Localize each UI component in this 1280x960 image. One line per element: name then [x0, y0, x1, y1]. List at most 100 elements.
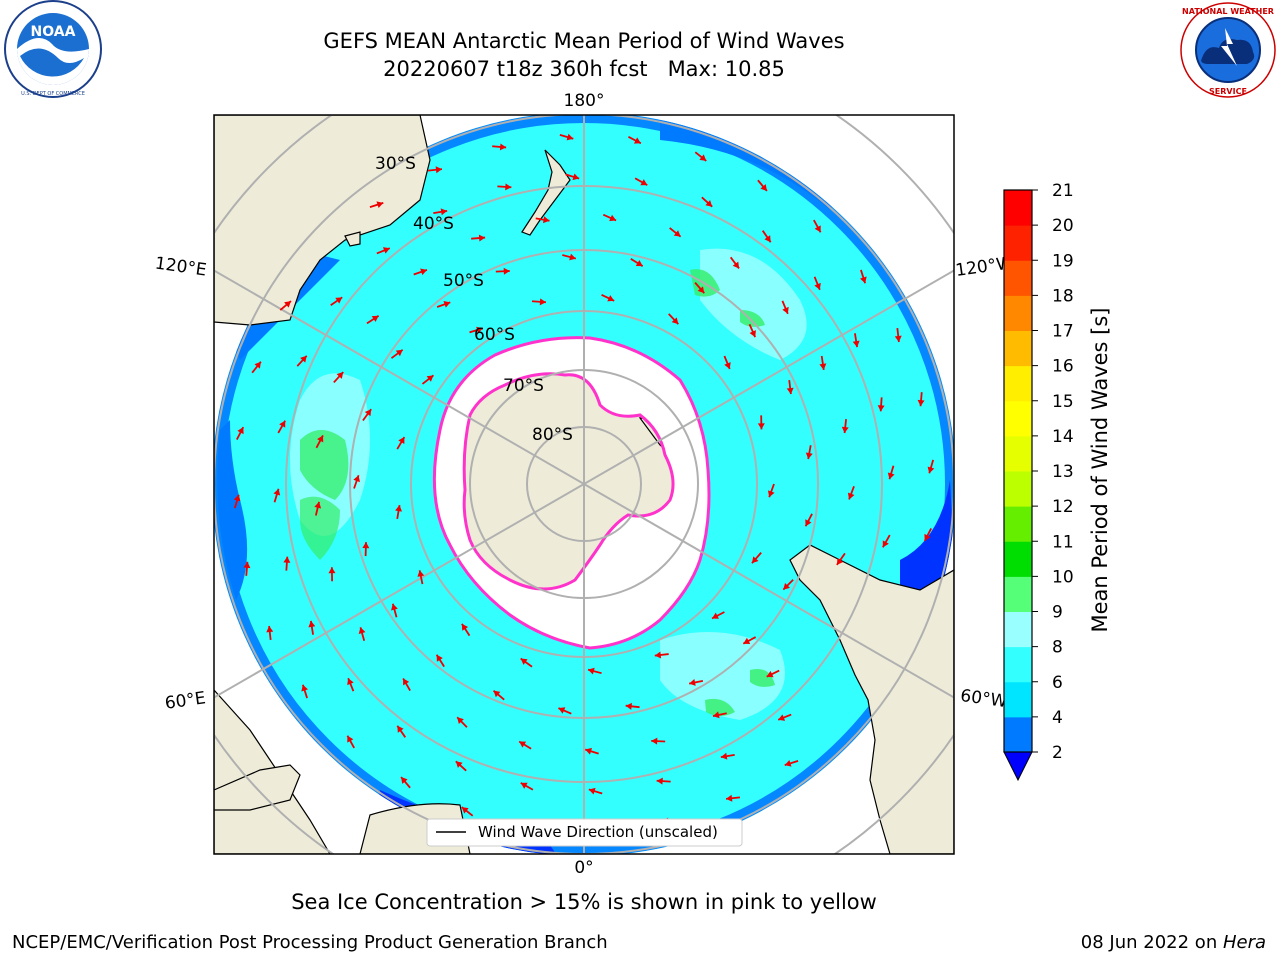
wind-wave-arrowhead: [767, 490, 775, 498]
wind-wave-arrowhead: [301, 684, 309, 692]
wind-wave-arrowhead: [376, 201, 384, 209]
wind-wave-arrowhead: [720, 752, 728, 760]
colorbar-tick-label: 13: [1052, 462, 1074, 482]
chart-title: GEFS MEAN Antarctic Mean Period of Wind …: [323, 29, 845, 53]
legend-label: Wind Wave Direction (unscaled): [478, 823, 718, 841]
wind-wave-arrowhead: [894, 335, 902, 342]
wind-wave-arrowhead: [539, 298, 546, 306]
wind-wave-arrowhead: [347, 678, 354, 686]
colorbar-tick-label: 19: [1052, 251, 1074, 271]
colorbar-tick-label: 9: [1052, 603, 1063, 623]
wind-wave-arrowhead: [397, 725, 404, 733]
wind-wave-arrowhead: [814, 225, 821, 233]
wind-wave-arrowhead: [588, 787, 596, 795]
wind-wave-arrowhead: [640, 179, 648, 186]
wind-wave-arrowhead: [266, 626, 274, 633]
colorbar-segment: [1004, 225, 1032, 261]
wind-wave-arrowhead: [279, 420, 286, 428]
colorbar-segment: [1004, 506, 1032, 542]
wind-wave-arrowhead: [558, 707, 566, 714]
colorbar-tick-label: 6: [1052, 673, 1063, 693]
wind-wave-arrowhead: [314, 501, 322, 509]
wind-wave-arrowhead: [671, 317, 679, 325]
wind-wave-arrowhead: [476, 326, 483, 334]
noaa-logo-text: NOAA: [31, 24, 76, 40]
wind-wave-arrowhead: [841, 426, 849, 434]
wind-wave-arrowhead: [420, 268, 427, 276]
wind-wave-arrowhead: [371, 315, 379, 322]
colorbar-title: Mean Period of Wind Waves [s]: [1088, 308, 1112, 633]
wind-wave-arrowhead: [751, 556, 759, 564]
wind-wave-arrowhead: [877, 405, 885, 412]
wind-wave-arrowhead: [503, 267, 510, 275]
lat-label-30s: 30°S: [375, 154, 416, 174]
colorbar-segment: [1004, 260, 1032, 296]
wind-wave-arrowhead: [499, 143, 507, 151]
wind-wave-arrowhead: [783, 582, 791, 590]
colorbar-segment: [1004, 365, 1032, 402]
wind-wave-arrowhead: [457, 717, 464, 725]
wind-wave-arrowhead: [461, 623, 469, 631]
wind-wave-arrowhead: [651, 737, 658, 745]
colorbar-segment: [1004, 611, 1032, 648]
wind-wave-arrowhead: [764, 235, 771, 243]
wind-wave-arrowhead: [520, 782, 528, 789]
wind-wave-arrowhead: [697, 286, 705, 294]
colorbar-tick-label: 11: [1052, 532, 1074, 552]
wind-wave-arrowhead: [673, 230, 681, 237]
svg-text:NATIONAL WEATHER: NATIONAL WEATHER: [1182, 7, 1274, 16]
wind-wave-arrowhead: [443, 301, 451, 308]
colorbar-tick-label: 16: [1052, 357, 1074, 377]
lon-label-120e: 120°E: [154, 254, 208, 281]
wind-wave-arrowhead: [353, 475, 360, 483]
wind-wave-arrowhead: [814, 282, 821, 290]
wind-wave-arrowhead: [328, 567, 336, 574]
wind-wave-arrowhead: [656, 777, 663, 785]
svg-text:U.S. DEPT OF COMMERCE: U.S. DEPT OF COMMERCE: [21, 91, 85, 97]
wind-wave-arrowhead: [625, 702, 632, 710]
wind-wave-arrowhead: [435, 166, 442, 174]
colorbar-tick-label: 18: [1052, 286, 1074, 306]
wind-wave-arrowhead: [395, 349, 403, 357]
wind-wave-arrowhead: [358, 627, 366, 635]
wind-wave-arrowhead: [440, 208, 448, 216]
wind-wave-arrowhead: [308, 620, 316, 628]
wind-wave-arrowhead: [300, 355, 307, 363]
colorbar-tick-label: 17: [1052, 322, 1074, 342]
wind-wave-arrowhead: [712, 612, 719, 619]
wind-wave-arrows: [233, 133, 935, 835]
wind-wave-arrowhead: [254, 361, 261, 369]
wind-wave-arrowhead: [455, 761, 463, 768]
wind-wave-arrowhead: [712, 711, 720, 719]
nws-logo-icon: NATIONAL WEATHER SERVICE: [1180, 2, 1276, 98]
wind-wave-arrowhead: [784, 759, 792, 767]
colorbar-segment: [1004, 330, 1032, 367]
wind-wave-arrowhead: [519, 741, 527, 748]
wind-wave-arrowhead: [654, 651, 662, 659]
colorbar-segment: [1004, 681, 1032, 718]
wind-wave-arrowhead: [478, 234, 486, 242]
wind-wave-arrowhead: [705, 200, 713, 207]
colorbar-tick-label: 2: [1052, 743, 1063, 763]
wind-wave-arrowhead: [585, 747, 592, 755]
colorbar-tick-label: 14: [1052, 427, 1074, 447]
colorbar-tick-label: 12: [1052, 497, 1074, 517]
wind-wave-arrowhead: [520, 658, 528, 665]
wind-wave-arrowhead: [505, 183, 512, 191]
credit-right: 08 Jun 2022 on Hera: [1081, 932, 1266, 953]
wind-wave-arrowhead: [689, 678, 696, 686]
wind-wave-arrowhead: [859, 276, 867, 284]
wind-wave-arrowhead: [587, 667, 595, 675]
lon-label-0: 0°: [574, 858, 593, 878]
wind-wave-arrowhead: [347, 735, 354, 743]
wind-wave-arrowhead: [724, 362, 731, 369]
wind-wave-arrowhead: [395, 505, 403, 512]
wind-wave-arrowhead: [836, 557, 844, 565]
colorbar-tick-label: 15: [1052, 392, 1074, 412]
wind-wave-arrowhead: [237, 427, 244, 435]
wind-wave-arrowhead: [760, 184, 767, 191]
colorbar-segment: [1004, 435, 1032, 472]
wind-wave-arrowhead: [609, 214, 617, 222]
wind-wave-arrowhead: [607, 295, 615, 302]
